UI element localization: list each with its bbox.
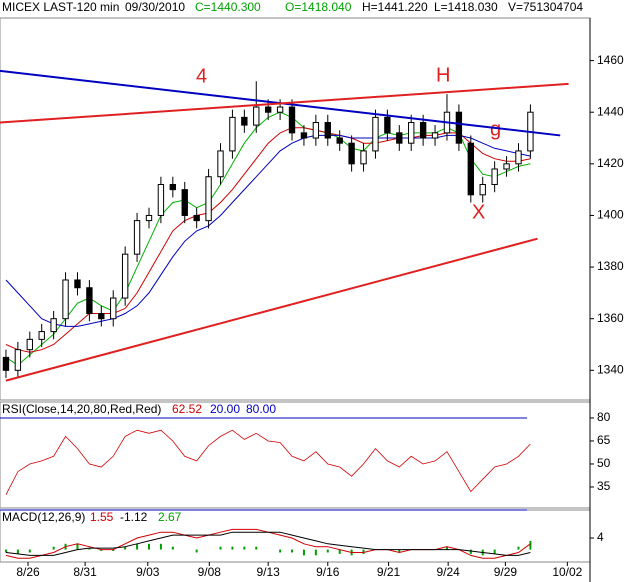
candle-body [110,297,117,320]
y-tick-label: 1360 [597,311,624,325]
candle-body [62,279,69,320]
candle-body [265,106,272,113]
x-tick-label: 9/16 [316,565,340,579]
moving-average [5,134,531,327]
candle-body [408,122,415,144]
y-tick-label: 80 [597,410,611,424]
candle-body [14,349,22,371]
x-tick-label: 8/31 [73,565,97,579]
y-tick-label: 50 [597,456,611,470]
candle-body [455,111,463,144]
date: 09/30/2010 [125,0,185,14]
rsi-label: RSI(Close,14,20,80,Red,Red) [2,402,161,416]
open-value: O=1418.040 [285,0,352,14]
annotation: g [490,118,501,140]
candle-body [324,122,331,139]
annotation: 4 [196,65,207,87]
candle-body [336,137,343,144]
rsi-last: 62.52 [172,402,202,416]
trendline [5,237,538,382]
volume-value: V=751304704 [508,0,583,14]
low-value: L=1418.030 [434,0,498,14]
macd-label: MACD(12,26,9) [2,510,85,524]
macd-hist: 2.67 [158,510,182,524]
y-tick-label: 1400 [597,208,624,222]
candle-body [133,220,141,255]
y-tick-label: 1460 [597,53,624,67]
macd-value: 1.55 [90,510,114,524]
candle-body [229,116,236,152]
candle-body [419,122,427,139]
candle-body [253,106,260,126]
candle-body [467,142,474,196]
candle-body [74,279,81,289]
candle-body [50,318,57,333]
candle-body [181,189,188,216]
y-tick-label: 1420 [597,156,624,170]
candle-body [157,183,165,216]
candle-body [169,183,177,191]
symbol: MICEX LAST-120 min [2,0,119,14]
candle-body [26,338,33,351]
close-value: C=1440.300 [195,0,261,14]
candle-body [193,214,200,222]
y-tick-label: 65 [597,433,611,447]
candle-body [38,331,45,340]
candle-body [360,150,367,165]
annotation: X [472,201,485,223]
y-tick-label: 1340 [597,362,624,376]
candle-body [348,142,355,165]
candle-body [312,122,320,139]
candle-body [121,253,129,299]
candle-body [205,176,212,222]
candle-body [145,214,153,222]
y-tick-label: 1380 [597,259,624,273]
candle-body [396,132,403,144]
rsi-upper: 80.00 [246,402,276,416]
y-tick-label: 35 [597,479,611,493]
x-tick-label: 10/02 [552,565,582,579]
candle-body [503,163,510,170]
rsi-lower: 20.00 [210,402,240,416]
candle-body [431,132,439,139]
candle-body [479,183,486,196]
macd-signal: -1.12 [120,510,148,524]
candle-body [276,106,284,113]
trendline [0,82,569,124]
candle-body [300,132,308,139]
x-tick-label: 9/24 [436,565,460,579]
candle-body [288,106,296,134]
x-tick-label: 9/08 [198,565,222,579]
candle-body [98,313,105,320]
rsi-line [5,429,531,495]
y-tick-label: 1440 [597,104,624,118]
x-tick-label: 9/13 [257,565,281,579]
x-tick-label: 9/29 [494,565,518,579]
x-tick-label: 9/21 [377,565,401,579]
candle-body [515,150,522,165]
candle-body [2,356,10,371]
x-tick-label: 9/03 [136,565,160,579]
y-tick-label: 4 [597,530,604,544]
candle-body [491,168,498,185]
macd-signal-line [5,531,531,556]
candle-body [241,116,248,126]
high-value: H=1441.220 [362,0,428,14]
candle-body [86,287,93,315]
candle-body [384,116,391,134]
candle-body [372,116,379,152]
moving-average [5,127,531,353]
x-tick-label: 8/26 [16,565,40,579]
candle-body [217,150,224,178]
annotation: H [436,64,450,86]
